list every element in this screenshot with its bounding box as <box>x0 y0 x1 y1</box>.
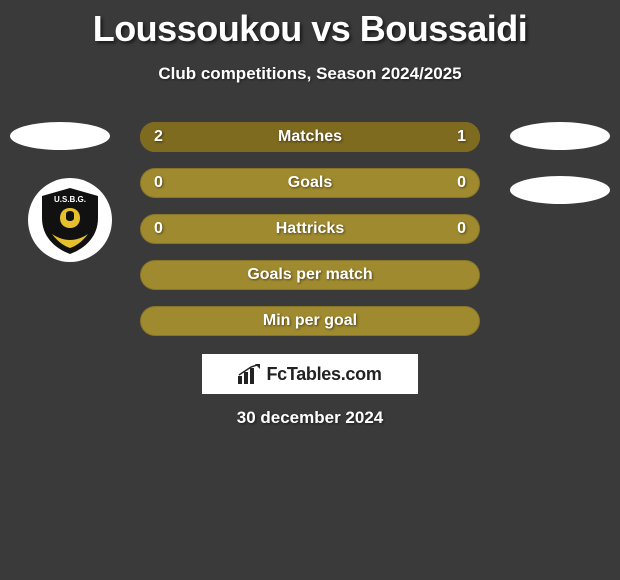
source-logo-text: FcTables.com <box>266 364 381 385</box>
club-name-text: U.S.B.G. <box>54 195 86 204</box>
date-text: 30 december 2024 <box>0 408 620 428</box>
shield-icon: U.S.B.G. <box>34 184 106 256</box>
bars-icon <box>238 364 262 384</box>
stat-right-value: 1 <box>457 128 466 146</box>
stat-row: Goals per match <box>140 260 480 290</box>
stat-label: Hattricks <box>140 220 480 238</box>
source-logo: FcTables.com <box>238 364 381 385</box>
stat-label: Min per goal <box>140 312 480 330</box>
source-logo-box: FcTables.com <box>202 354 418 394</box>
root: Loussoukou vs Boussaidi Club competition… <box>0 0 620 580</box>
stat-right-value: 0 <box>457 220 466 238</box>
stat-right-value: 0 <box>457 174 466 192</box>
team-badge-left <box>10 122 110 150</box>
stat-row: Min per goal <box>140 306 480 336</box>
club-badge: U.S.B.G. <box>28 178 112 262</box>
stat-label: Goals per match <box>140 266 480 284</box>
team-badge-right-top <box>510 122 610 150</box>
team-badge-right-bottom <box>510 176 610 204</box>
stat-label: Goals <box>140 174 480 192</box>
stats-container: 2Matches10Goals00Hattricks0Goals per mat… <box>140 122 480 352</box>
stat-row: 0Hattricks0 <box>140 214 480 244</box>
stat-label: Matches <box>140 128 480 146</box>
stat-row: 0Goals0 <box>140 168 480 198</box>
page-subtitle: Club competitions, Season 2024/2025 <box>0 64 620 84</box>
stat-row: 2Matches1 <box>140 122 480 152</box>
page-title: Loussoukou vs Boussaidi <box>0 0 620 50</box>
